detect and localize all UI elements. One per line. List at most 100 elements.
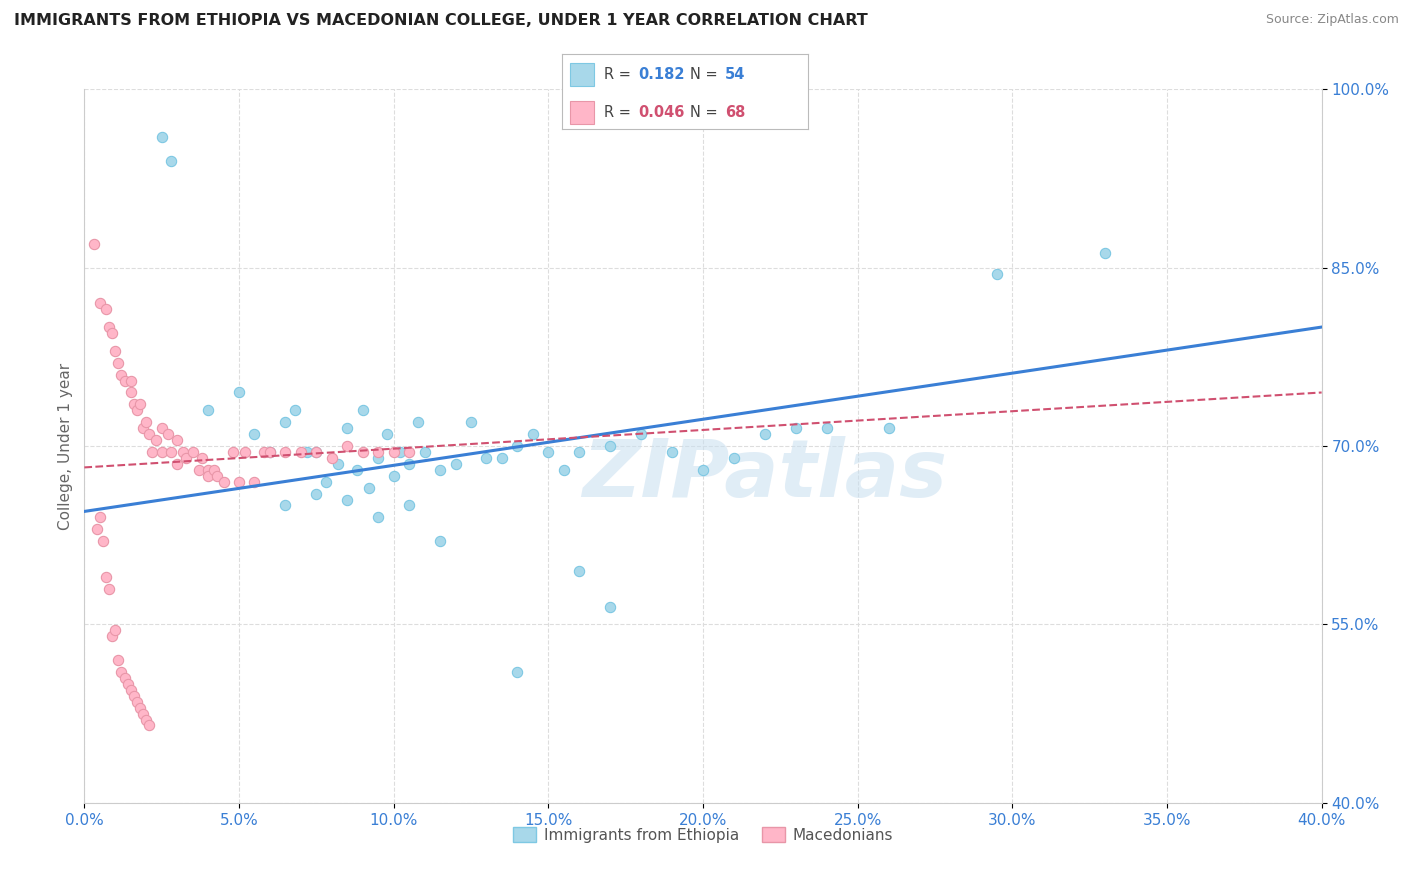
Point	[274, 499, 297, 513]
Point	[104, 624, 127, 638]
Point	[382, 468, 405, 483]
Point	[197, 403, 219, 417]
Point	[336, 421, 359, 435]
Point	[98, 582, 121, 596]
Point	[150, 445, 173, 459]
Text: R =: R =	[605, 67, 636, 82]
Point	[553, 463, 575, 477]
Point	[122, 397, 145, 411]
Point	[259, 445, 281, 459]
Point	[352, 445, 374, 459]
Point	[132, 706, 155, 721]
Point	[429, 463, 451, 477]
Point	[537, 445, 560, 459]
Point	[785, 421, 807, 435]
Point	[815, 421, 838, 435]
Text: R =: R =	[605, 105, 636, 120]
Point	[357, 481, 380, 495]
Point	[83, 236, 105, 251]
Point	[129, 700, 152, 714]
Point	[91, 534, 114, 549]
Point	[202, 463, 225, 477]
Point	[120, 374, 142, 388]
Point	[315, 475, 337, 489]
Point	[129, 397, 152, 411]
Point	[120, 385, 142, 400]
Point	[754, 427, 776, 442]
Point	[197, 463, 219, 477]
Point	[243, 427, 266, 442]
Point	[692, 463, 714, 477]
Text: N =: N =	[690, 105, 723, 120]
Point	[661, 445, 683, 459]
Point	[305, 445, 328, 459]
Point	[114, 671, 136, 685]
Text: ZIPatlas: ZIPatlas	[582, 435, 948, 514]
Text: 0.182: 0.182	[638, 67, 685, 82]
Point	[86, 522, 108, 536]
Point	[877, 421, 900, 435]
Point	[141, 445, 163, 459]
Point	[101, 326, 124, 340]
Point	[986, 267, 1008, 281]
Point	[1094, 246, 1116, 260]
Point	[491, 450, 513, 465]
Point	[145, 433, 167, 447]
Point	[150, 129, 173, 144]
Point	[295, 445, 318, 459]
Point	[367, 450, 389, 465]
Text: Source: ZipAtlas.com: Source: ZipAtlas.com	[1265, 13, 1399, 27]
Point	[274, 415, 297, 429]
Legend: Immigrants from Ethiopia, Macedonians: Immigrants from Ethiopia, Macedonians	[508, 821, 898, 848]
Point	[475, 450, 498, 465]
Point	[336, 439, 359, 453]
Point	[125, 695, 148, 709]
Point	[568, 445, 591, 459]
Point	[413, 445, 436, 459]
Point	[398, 457, 420, 471]
Point	[259, 445, 281, 459]
Point	[107, 653, 129, 667]
Point	[522, 427, 544, 442]
Point	[352, 403, 374, 417]
Point	[599, 439, 621, 453]
Point	[346, 463, 368, 477]
Text: N =: N =	[690, 67, 723, 82]
Point	[228, 385, 250, 400]
Point	[429, 534, 451, 549]
Point	[110, 665, 132, 679]
Text: IMMIGRANTS FROM ETHIOPIA VS MACEDONIAN COLLEGE, UNDER 1 YEAR CORRELATION CHART: IMMIGRANTS FROM ETHIOPIA VS MACEDONIAN C…	[14, 13, 868, 29]
Point	[156, 427, 179, 442]
Point	[89, 296, 111, 310]
Point	[274, 445, 297, 459]
Point	[336, 492, 359, 507]
Point	[117, 677, 139, 691]
Point	[377, 427, 399, 442]
Point	[110, 368, 132, 382]
Point	[191, 450, 214, 465]
Point	[321, 450, 343, 465]
Point	[187, 463, 209, 477]
Point	[506, 439, 529, 453]
Point	[253, 445, 276, 459]
Point	[398, 445, 420, 459]
Point	[723, 450, 745, 465]
Point	[125, 403, 148, 417]
Point	[367, 445, 389, 459]
Point	[89, 510, 111, 524]
Point	[181, 445, 204, 459]
Point	[172, 445, 194, 459]
Point	[94, 570, 117, 584]
Bar	[569, 102, 595, 124]
Point	[444, 457, 467, 471]
Point	[568, 564, 591, 578]
Point	[160, 153, 183, 168]
Point	[290, 445, 312, 459]
Point	[94, 302, 117, 317]
Point	[506, 665, 529, 679]
Point	[166, 433, 188, 447]
Point	[120, 682, 142, 697]
Text: 68: 68	[725, 105, 745, 120]
Point	[176, 450, 198, 465]
Point	[98, 320, 121, 334]
